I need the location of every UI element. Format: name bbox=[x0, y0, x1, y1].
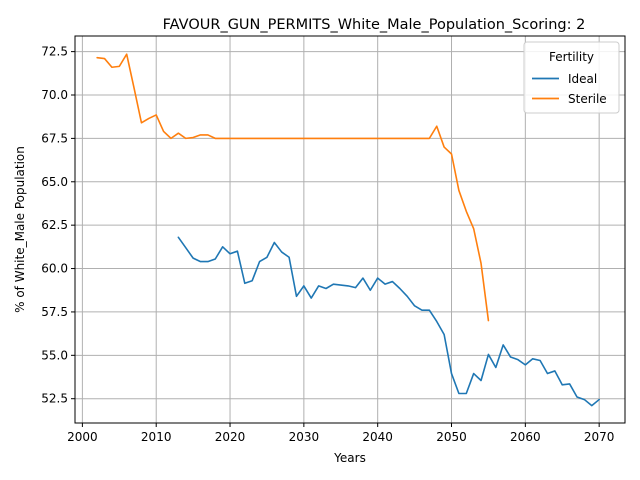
x-tick-label: 2030 bbox=[289, 430, 320, 444]
y-tick-label: 60.0 bbox=[41, 262, 68, 276]
legend-box bbox=[523, 41, 620, 114]
y-tick-label: 67.5 bbox=[41, 131, 68, 145]
series-lines bbox=[96, 53, 600, 407]
y-tick-label: 62.5 bbox=[41, 218, 68, 232]
legend-label-sterile: Sterile bbox=[568, 92, 607, 106]
x-tick-label: 2070 bbox=[584, 430, 615, 444]
x-tick-label: 2000 bbox=[67, 430, 98, 444]
series-line-ideal bbox=[177, 236, 600, 407]
x-tick-label: 2010 bbox=[141, 430, 172, 444]
x-tick-label: 2040 bbox=[362, 430, 393, 444]
legend: Fertility Ideal Sterile bbox=[523, 41, 620, 114]
x-axis-label: Years bbox=[333, 451, 366, 465]
series-line-sterile bbox=[96, 53, 490, 322]
y-tick-label: 72.5 bbox=[41, 45, 68, 59]
chart-title: FAVOUR_GUN_PERMITS_White_Male_Population… bbox=[163, 17, 586, 33]
y-tick-label: 65.0 bbox=[41, 175, 68, 189]
legend-title: Fertility bbox=[549, 50, 594, 64]
y-tick-label: 52.5 bbox=[41, 392, 68, 406]
x-tick-label: 2020 bbox=[215, 430, 246, 444]
y-axis-label: % of White_Male Population bbox=[13, 146, 27, 313]
x-axis: 2000 2010 2020 2030 2040 2050 2060 2070 bbox=[67, 423, 614, 444]
plot-frame bbox=[74, 35, 626, 424]
y-tick-label: 55.0 bbox=[41, 348, 68, 362]
y-tick-label: 57.5 bbox=[41, 305, 68, 319]
x-tick-label: 2060 bbox=[510, 430, 541, 444]
y-tick-label: 70.0 bbox=[41, 88, 68, 102]
legend-label-ideal: Ideal bbox=[568, 72, 597, 86]
y-axis: 52.5 55.0 57.5 60.0 62.5 65.0 67.5 70.0 72.5 bbox=[41, 45, 75, 406]
x-tick-label: 2050 bbox=[436, 430, 467, 444]
